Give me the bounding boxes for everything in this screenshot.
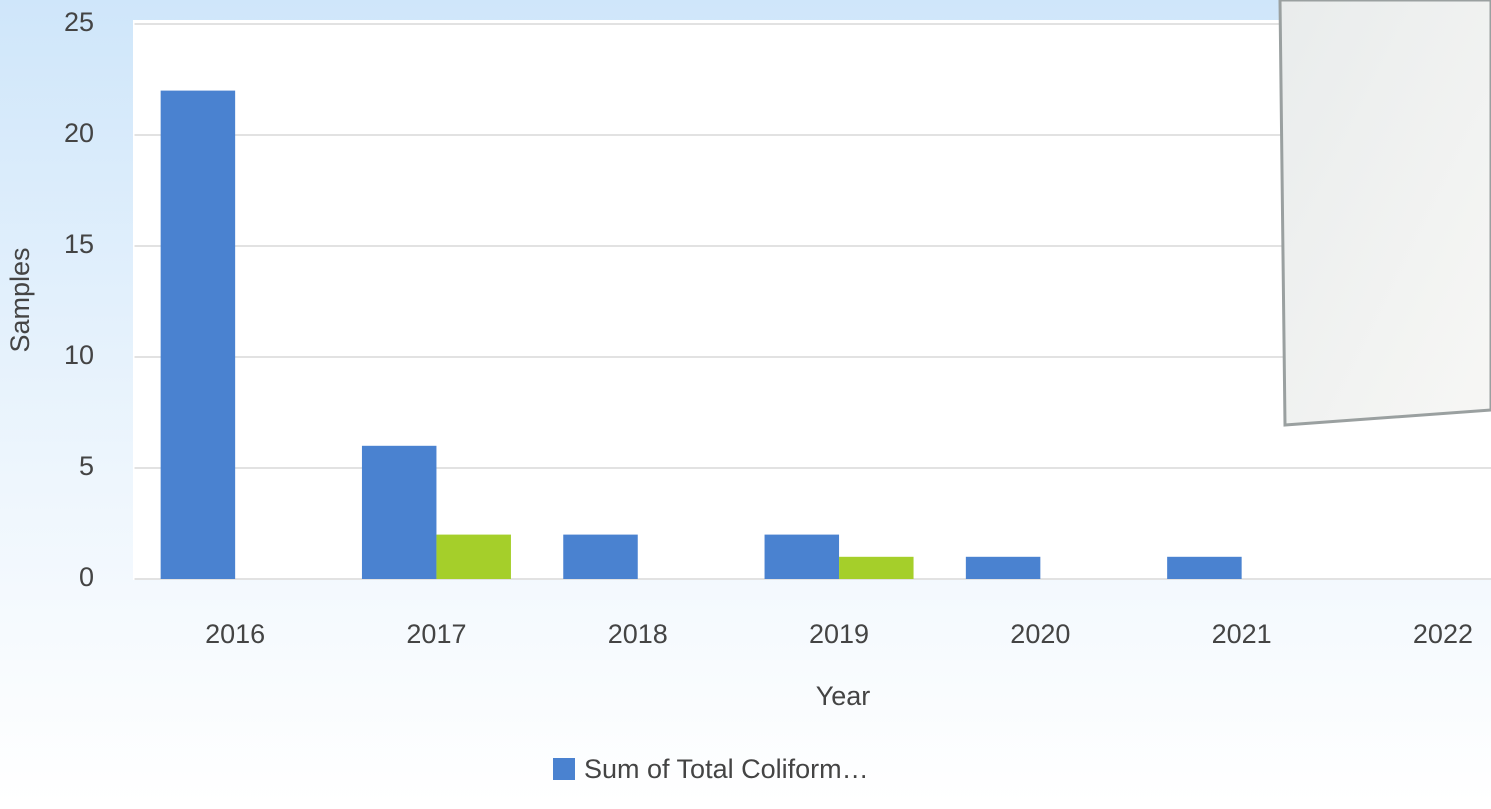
bar [839,557,914,579]
y-tick-label: 10 [64,340,94,370]
x-tick-label: 2017 [406,619,466,649]
bar [765,535,840,579]
y-tick-label: 25 [64,7,94,37]
page: {"chart_data": {"type": "bar", "x_label"… [0,0,1491,804]
y-axis-label: Samples [5,247,35,352]
legend-label: Sum of Total Coliform… [584,754,869,784]
bar [362,446,437,579]
bar [563,535,638,579]
legend-swatch [553,758,575,780]
bar [161,91,236,579]
bar [436,535,511,579]
x-axis-label: Year [816,681,871,711]
y-tick-label: 15 [64,229,94,259]
bar [1167,557,1242,579]
x-tick-label: 2018 [608,619,668,649]
x-tick-label: 2016 [205,619,265,649]
x-tick-label: 2022 [1413,619,1473,649]
x-tick-label: 2019 [809,619,869,649]
chart: Samples Year Sum of Total Coliform… 0 5 10… [0,0,1491,804]
y-tick-label: 5 [79,451,94,481]
x-tick-label: 2021 [1212,619,1272,649]
y-tick-label: 20 [64,118,94,148]
decorative-photo [1280,0,1491,425]
y-tick-label: 0 [79,562,94,592]
bar [966,557,1041,579]
x-tick-label: 2020 [1010,619,1070,649]
